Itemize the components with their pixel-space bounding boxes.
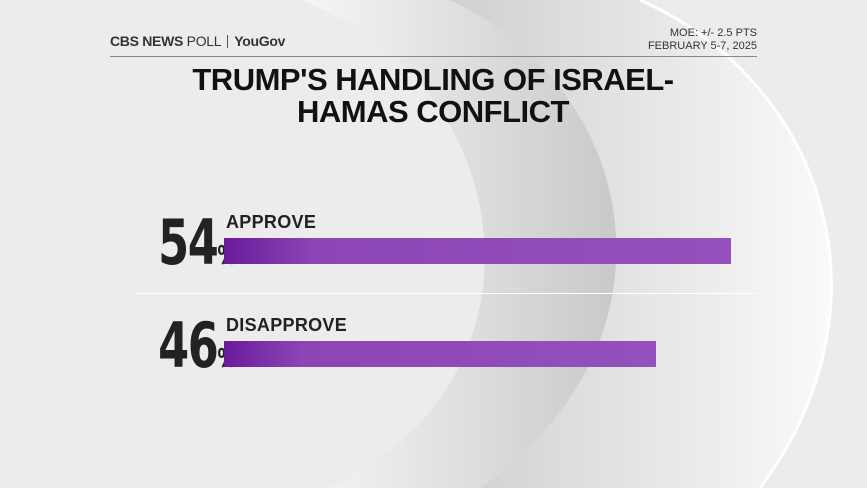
category-label: DISAPPROVE xyxy=(226,315,348,335)
brand-suffix: POLL xyxy=(186,33,222,49)
value-label: 54% xyxy=(158,206,236,279)
bar xyxy=(224,238,732,264)
value-label: 46% xyxy=(158,309,236,382)
meta: MOE: +/- 2.5 PTS FEBRUARY 5-7, 2025 xyxy=(648,27,757,53)
dates: FEBRUARY 5-7, 2025 xyxy=(647,40,757,52)
chart-title: TRUMP'S HANDLING OF ISRAEL-HAMAS CONFLIC… xyxy=(192,62,674,129)
moe: MOE: +/- 2.5 PTS xyxy=(669,27,757,39)
bar xyxy=(224,341,656,367)
brand: CBS NEWS POLL YouGov xyxy=(110,33,285,49)
category-label: APPROVE xyxy=(226,212,317,232)
brand-name: CBS NEWS xyxy=(110,33,184,49)
divider xyxy=(137,293,757,294)
rule xyxy=(110,56,757,57)
partner: YouGov xyxy=(234,33,286,49)
